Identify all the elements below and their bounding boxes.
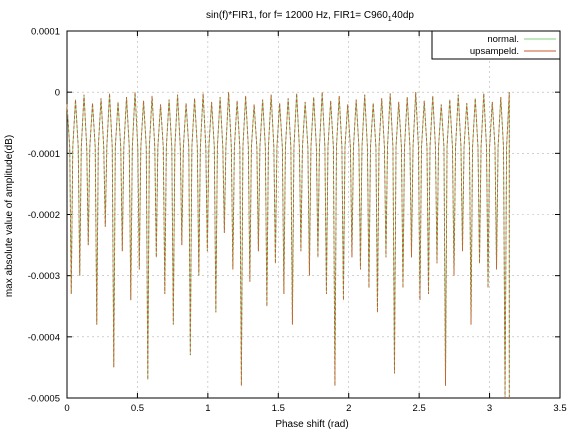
chart-title-subscript: 1 [388, 16, 392, 23]
chart-title-main: sin(f)*FIR1, for f= 12000 Hz, FIR1= C960 [206, 10, 388, 21]
y-tick-label: 0.0001 [31, 27, 60, 38]
y-tick-label: -0.0005 [28, 394, 60, 405]
y-axis-label: max absolute value of amplitude(dB) [4, 135, 15, 297]
series-line-normal [66, 92, 510, 399]
x-tick-label: 3.5 [553, 403, 566, 414]
x-tick-label: 0 [64, 403, 69, 414]
x-tick-label: 1 [205, 403, 210, 414]
legend-label-upsampeld: upsampeld. [470, 46, 519, 57]
x-axis-label: Phase shift (rad) [275, 419, 348, 430]
x-tick-label: 2.5 [413, 403, 426, 414]
series-layer [66, 92, 510, 399]
y-tick-label: -0.0001 [28, 149, 60, 160]
y-tick-label: 0 [55, 88, 60, 99]
x-tick-label: 0.5 [131, 403, 144, 414]
series-line-upsampeld [66, 92, 510, 399]
chart-title-suffix: 40dp [392, 10, 415, 21]
x-tick-label: 3 [487, 403, 492, 414]
x-tick-label: 2 [346, 403, 351, 414]
y-tick-label: -0.0002 [28, 210, 60, 221]
ticks: 0 0.5 1 1.5 2 2.5 3 3.5 0.0001 0 -0.0001 -0.0002 -0.… [28, 27, 567, 415]
chart-title: sin(f)*FIR1, for f= 12000 Hz, FIR1= C960… [206, 10, 414, 23]
x-tick-label: 1.5 [272, 403, 285, 414]
legend: normal. upsampeld. [431, 30, 561, 60]
y-tick-label: -0.0003 [28, 271, 60, 282]
legend-box [431, 30, 561, 60]
legend-label-normal: normal. [487, 34, 519, 45]
grid [67, 31, 560, 398]
y-tick-label: -0.0004 [28, 332, 60, 343]
